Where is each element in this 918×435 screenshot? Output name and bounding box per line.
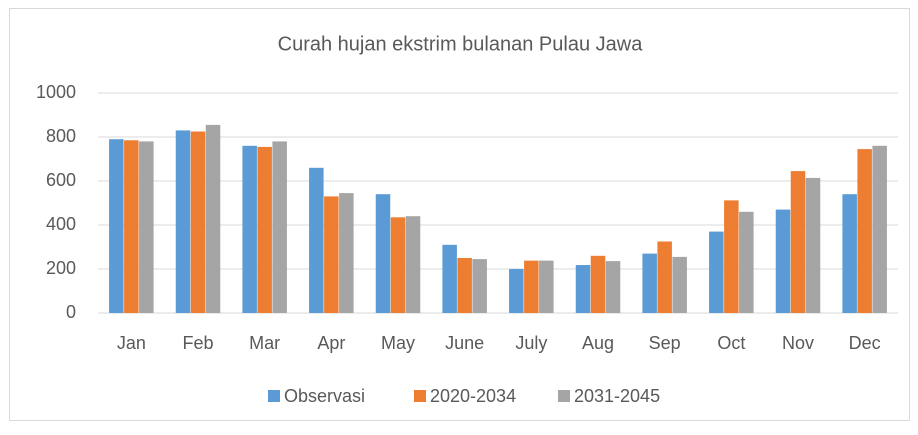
bar [872, 145, 887, 313]
bar [605, 261, 621, 313]
chart-border [9, 8, 910, 421]
bar [509, 269, 524, 313]
bar [857, 149, 872, 313]
y-tick-label: 800 [46, 126, 76, 146]
x-tick-label: Aug [582, 333, 614, 353]
bar [539, 260, 554, 313]
bar [109, 139, 124, 313]
y-tick-label: 1000 [36, 82, 76, 102]
legend-label: 2031-2045 [574, 386, 660, 406]
legend-swatch [414, 390, 426, 402]
bar [405, 216, 421, 313]
bar [590, 255, 606, 313]
bar [175, 130, 191, 313]
bar [242, 145, 257, 313]
bar [272, 141, 287, 313]
legend-label: Observasi [284, 386, 365, 406]
bar [642, 253, 657, 313]
bar [339, 193, 354, 313]
bar [672, 256, 687, 313]
y-tick-label: 200 [46, 258, 76, 278]
x-tick-label: Dec [849, 333, 881, 353]
bar [390, 217, 406, 313]
bar [790, 171, 806, 313]
bar [457, 258, 472, 313]
y-tick-label: 0 [66, 302, 76, 322]
legend-swatch [268, 390, 280, 402]
bar [442, 244, 457, 313]
legend-swatch [558, 390, 570, 402]
bar [375, 194, 391, 313]
x-tick-label: May [381, 333, 415, 353]
x-tick-label: Nov [782, 333, 814, 353]
bar [805, 177, 821, 313]
y-tick-label: 400 [46, 214, 76, 234]
bar [657, 241, 672, 313]
legend-label: 2020-2034 [430, 386, 516, 406]
x-tick-label: Oct [717, 333, 745, 353]
bar [472, 259, 487, 313]
bar [309, 167, 324, 313]
bar [324, 196, 339, 313]
bar [124, 140, 139, 313]
bar [190, 131, 206, 313]
bar [575, 265, 591, 313]
x-tick-label: July [515, 333, 547, 353]
chart-title: Curah hujan ekstrim bulanan Pulau Jawa [278, 33, 644, 55]
bar [139, 141, 154, 313]
x-tick-label: June [445, 333, 484, 353]
x-tick-label: Feb [182, 333, 213, 353]
x-tick-label: Sep [649, 333, 681, 353]
bar [739, 211, 754, 313]
bar [842, 194, 857, 313]
bar [257, 146, 272, 313]
bar [205, 124, 221, 314]
x-tick-label: Apr [317, 333, 345, 353]
bar [724, 200, 739, 313]
y-tick-label: 600 [46, 170, 76, 190]
x-tick-label: Mar [249, 333, 280, 353]
x-tick-label: Jan [117, 333, 146, 353]
bar [775, 209, 791, 313]
bar [524, 260, 539, 313]
bar [709, 231, 724, 313]
